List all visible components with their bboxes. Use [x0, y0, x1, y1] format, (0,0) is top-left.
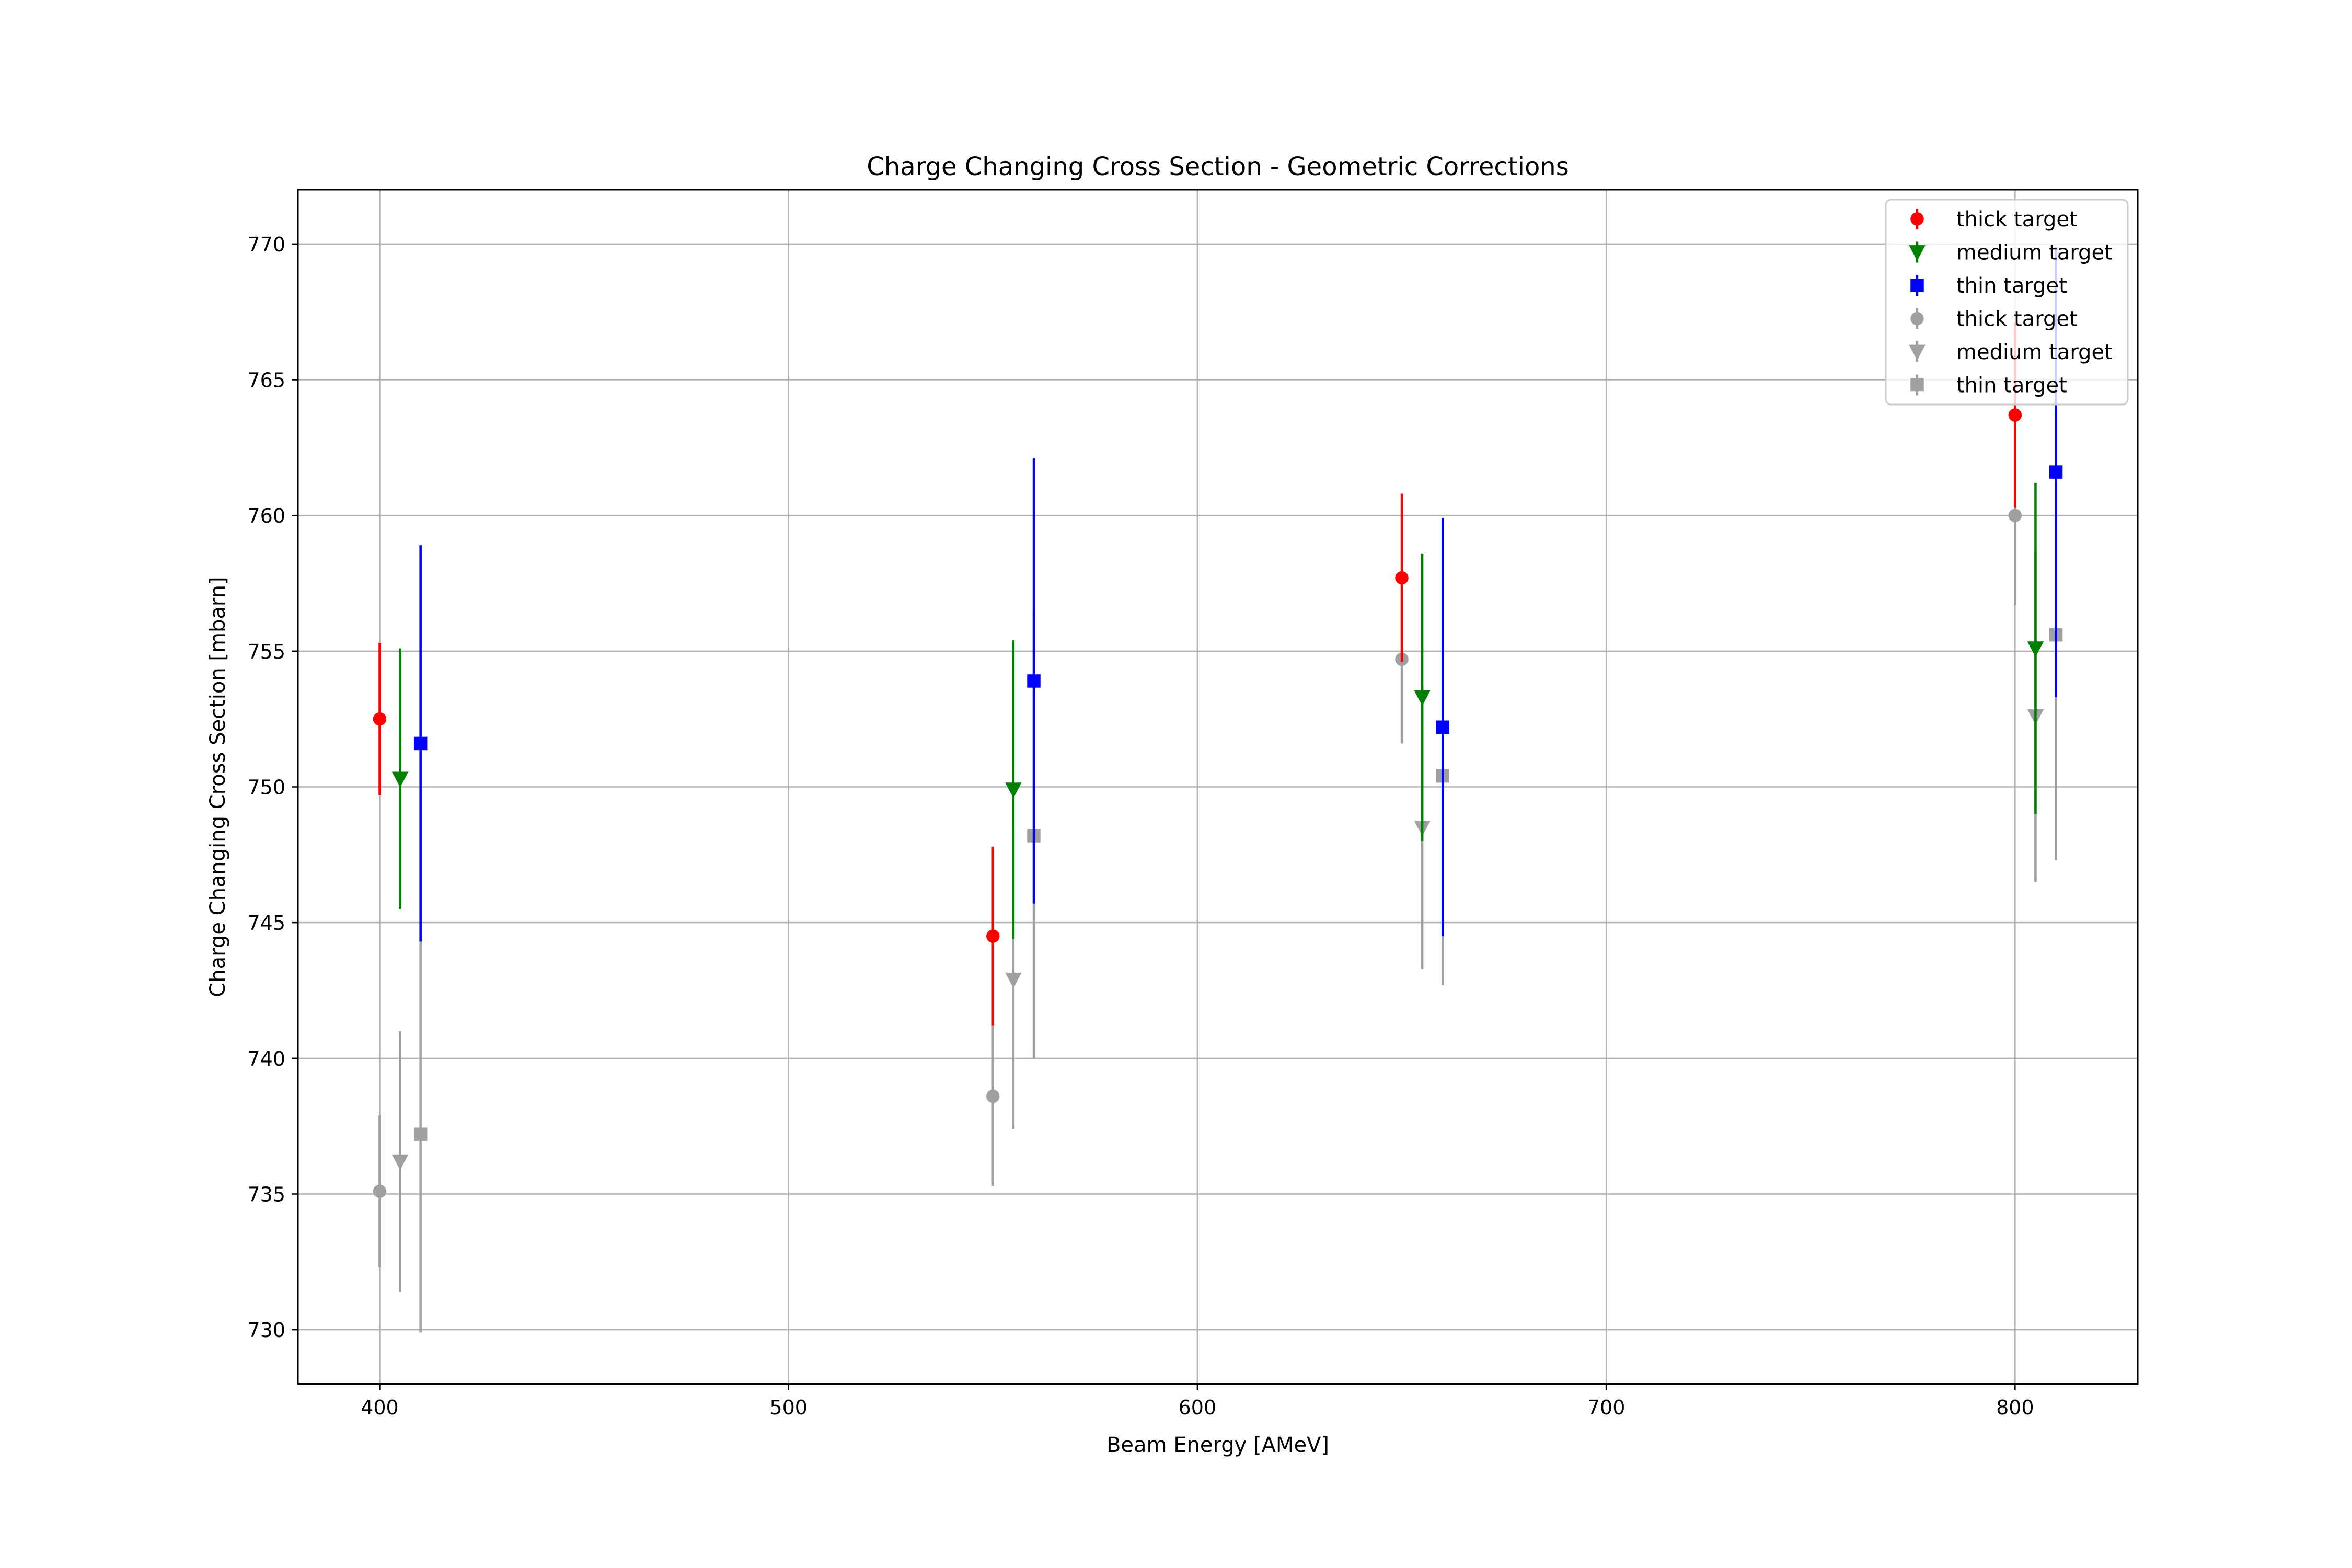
- axis-ticks: 400 500 600 700 800 730 735 740 745 750 755 760 765 7…: [247, 233, 2034, 1419]
- x-axis-label: Beam Energy [AMeV]: [1106, 1433, 1329, 1457]
- y-tick-label: 740: [247, 1047, 285, 1070]
- marker-circle: [2008, 509, 2022, 522]
- y-tick-label: 735: [247, 1183, 285, 1206]
- marker-circle: [1910, 312, 1924, 326]
- marker-circle: [986, 1089, 1000, 1103]
- marker-square: [1910, 378, 1924, 392]
- legend-label: thin target: [1956, 374, 2067, 398]
- x-tick-label: 600: [1179, 1396, 1217, 1419]
- y-tick-label: 750: [247, 776, 285, 799]
- legend-label: medium target: [1956, 241, 2113, 265]
- legend-entry: thick target: [1910, 207, 2078, 232]
- legend-box: [1885, 199, 2129, 406]
- marker-square: [413, 1127, 428, 1141]
- marker-triangle-down: [391, 1154, 409, 1170]
- marker-triangle-down: [1005, 782, 1022, 799]
- marker-square: [1027, 674, 1041, 688]
- legend-label: thick target: [1956, 207, 2078, 232]
- legend-label: thin target: [1956, 274, 2067, 298]
- grid: [298, 190, 2138, 1384]
- marker-triangle-down: [391, 771, 409, 788]
- marker-triangle-down: [1414, 690, 1431, 706]
- legend-entry: medium target: [1909, 241, 2113, 265]
- y-tick-label: 770: [247, 233, 285, 256]
- x-tick-label: 800: [1996, 1396, 2034, 1419]
- legend-label: medium target: [1956, 340, 2113, 364]
- y-tick-label: 765: [247, 369, 285, 392]
- chart-title: Charge Changing Cross Section - Geometri…: [867, 152, 1569, 181]
- x-tick-label: 700: [1587, 1396, 1625, 1419]
- marker-triangle-down: [2027, 641, 2044, 658]
- y-tick-label: 745: [247, 912, 285, 935]
- legend-entry: medium target: [1909, 340, 2113, 364]
- y-axis-label: Charge Changing Cross Section [mbarn]: [206, 577, 230, 997]
- marker-square: [2049, 465, 2063, 479]
- marker-circle: [373, 712, 387, 726]
- legend-entry: thin target: [1910, 274, 2067, 298]
- legend-entry: thin target: [1910, 374, 2067, 398]
- marker-triangle-down: [1909, 344, 1926, 361]
- marker-square: [413, 736, 428, 751]
- x-tick-label: 500: [769, 1396, 808, 1419]
- y-tick-label: 730: [247, 1319, 285, 1342]
- x-tick-label: 400: [361, 1396, 399, 1419]
- marker-circle: [2008, 408, 2022, 422]
- legend-label: thick target: [1956, 307, 2078, 331]
- marker-circle: [373, 1184, 387, 1198]
- marker-circle: [1395, 571, 1409, 585]
- y-tick-label: 760: [247, 504, 285, 527]
- marker-square: [1910, 279, 1924, 292]
- marker-circle: [1910, 212, 1924, 226]
- marker-circle: [986, 929, 1000, 943]
- legend: thick target medium target thin target thic…: [1885, 199, 2129, 406]
- y-tick-label: 755: [247, 640, 285, 663]
- marker-triangle-down: [1005, 972, 1022, 988]
- legend-entry: thick target: [1910, 307, 2078, 331]
- data-series: [373, 247, 2063, 1333]
- series-1: [391, 482, 2044, 939]
- marker-square: [1436, 720, 1449, 734]
- marker-triangle-down: [1909, 245, 1926, 261]
